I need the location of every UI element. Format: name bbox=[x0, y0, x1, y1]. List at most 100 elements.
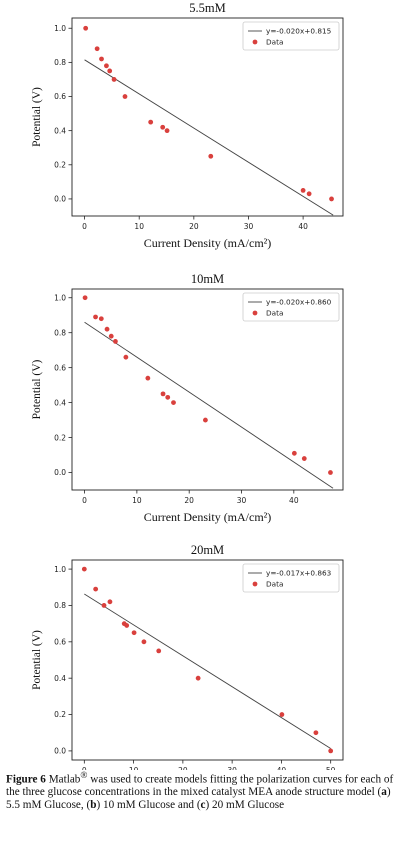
y-tick-label: 0.0 bbox=[54, 747, 66, 756]
x-tick-label: 40 bbox=[298, 222, 308, 231]
data-point bbox=[107, 599, 113, 605]
fit-line bbox=[84, 59, 334, 216]
y-tick-label: 0.4 bbox=[54, 126, 66, 135]
caption-text-4: ) 10 mM Glucose and ( bbox=[96, 798, 201, 811]
data-point bbox=[131, 630, 137, 636]
x-tick-label: 0 bbox=[82, 496, 87, 505]
legend-data-swatch bbox=[252, 310, 258, 316]
data-point bbox=[82, 295, 88, 301]
data-point bbox=[328, 470, 333, 475]
x-tick-label: 10 bbox=[132, 496, 142, 505]
legend-fit-label: y=-0.017x+0.863 bbox=[266, 569, 332, 578]
data-point bbox=[98, 316, 104, 322]
chart-title: 5.5mM bbox=[189, 1, 225, 15]
caption-text-3: ) 5.5 mM Glucose, ( bbox=[6, 786, 391, 811]
x-tick-label: 40 bbox=[277, 766, 287, 770]
data-point bbox=[291, 450, 297, 456]
x-tick-label: 30 bbox=[244, 222, 254, 231]
caption-text-1: Matlab bbox=[45, 773, 81, 786]
data-point bbox=[123, 354, 129, 360]
chart-title: 20mM bbox=[191, 543, 224, 557]
chart-panel-1: 5.5mM 0 10 20 30 40 0.0 0.2 0.4 0.6 0.8 1.0 Current … bbox=[31, 1, 344, 250]
caption-label: Figure 6 bbox=[6, 773, 46, 786]
y-tick-label: 0.0 bbox=[54, 468, 66, 477]
x-tick-label: 0 bbox=[82, 766, 87, 770]
data-point bbox=[329, 196, 334, 202]
data-point bbox=[99, 56, 104, 62]
x-axis-label: Current Density (mA/cm²) bbox=[144, 510, 272, 524]
data-point bbox=[165, 394, 171, 400]
data-point bbox=[203, 417, 208, 423]
data-point bbox=[306, 191, 312, 197]
caption-registered-mark: ® bbox=[80, 771, 88, 781]
caption-text-2: was used to create models fitting the po… bbox=[6, 773, 394, 799]
legend-data-label: Data bbox=[266, 309, 283, 318]
legend-fit-label: y=-0.020x+0.815 bbox=[266, 27, 331, 36]
data-point bbox=[83, 25, 89, 31]
data-point bbox=[124, 623, 130, 628]
y-tick-label: 1.0 bbox=[54, 293, 66, 302]
data-point bbox=[160, 124, 166, 130]
data-point bbox=[148, 119, 154, 125]
y-tick-label: 0.2 bbox=[54, 433, 66, 442]
x-tick-label: 30 bbox=[227, 766, 237, 770]
y-axis-label: Potential (V) bbox=[31, 87, 43, 147]
data-point bbox=[195, 675, 201, 681]
data-point bbox=[104, 326, 110, 332]
plot-frame bbox=[71, 288, 344, 491]
chart-panel-3: 20mM010203040500.00.20.40.60.81.0Current… bbox=[31, 543, 344, 770]
x-tick-label: 50 bbox=[326, 766, 336, 770]
data-point bbox=[171, 400, 176, 406]
data-point bbox=[111, 77, 117, 82]
caption-text-5: ) 20 mM Glucose bbox=[205, 798, 285, 811]
data-point bbox=[164, 128, 170, 134]
y-tick-label: 0.6 bbox=[54, 363, 66, 372]
x-tick-label: 10 bbox=[129, 766, 139, 770]
x-tick-label: 30 bbox=[237, 496, 247, 505]
data-point bbox=[107, 68, 113, 74]
y-tick-label: 0.4 bbox=[54, 674, 66, 683]
data-point bbox=[301, 456, 307, 461]
data-point bbox=[113, 339, 118, 344]
data-point bbox=[101, 603, 107, 608]
chart-panel-2: 10mM 0 10 20 30 40 0.0 0.2 0.4 0.6 0.8 1.0 Current D… bbox=[31, 272, 344, 524]
y-tick-label: 0.4 bbox=[54, 398, 66, 407]
data-point bbox=[208, 153, 214, 159]
charts-canvas: 5.5mM 0 10 20 30 40 0.0 0.2 0.4 0.6 0.8 1.0 Current … bbox=[31, 1, 344, 770]
y-tick-label: 0.0 bbox=[54, 195, 66, 204]
y-tick-label: 0.6 bbox=[54, 638, 66, 647]
plot-frame bbox=[71, 559, 344, 761]
fit-line bbox=[84, 593, 331, 749]
legend-box bbox=[242, 563, 340, 593]
data-point bbox=[122, 94, 128, 99]
chart-title: 10mM bbox=[191, 272, 224, 286]
data-point bbox=[300, 187, 306, 193]
data-point bbox=[93, 586, 99, 592]
caption-panel-c: c bbox=[200, 798, 206, 811]
y-tick-label: 0.8 bbox=[54, 601, 66, 610]
figure-caption: Figure 6 Matlab® was used to create mode… bbox=[6, 770, 402, 812]
x-axis-label: Current Density (mA/cm²) bbox=[144, 236, 272, 250]
data-point bbox=[313, 730, 319, 736]
y-tick-label: 0.8 bbox=[54, 58, 66, 67]
caption-panel-b: b bbox=[90, 798, 97, 811]
y-tick-label: 0.6 bbox=[54, 92, 66, 101]
x-tick-label: 20 bbox=[184, 496, 194, 505]
legend-data-label: Data bbox=[266, 580, 283, 589]
y-tick-label: 1.0 bbox=[54, 565, 66, 574]
fit-line bbox=[84, 321, 334, 489]
data-point bbox=[156, 648, 162, 654]
data-point bbox=[108, 333, 114, 339]
data-point bbox=[145, 375, 151, 381]
y-tick-label: 1.0 bbox=[54, 24, 66, 33]
data-point bbox=[141, 639, 147, 645]
data-point bbox=[160, 391, 166, 397]
x-tick-label: 10 bbox=[134, 222, 144, 231]
y-tick-label: 0.8 bbox=[54, 328, 66, 337]
data-point bbox=[81, 566, 87, 572]
legend-box bbox=[242, 292, 340, 322]
x-tick-label: 0 bbox=[82, 222, 87, 231]
legend-data-label: Data bbox=[266, 38, 283, 47]
data-point bbox=[328, 748, 334, 754]
x-tick-label: 20 bbox=[189, 222, 199, 231]
